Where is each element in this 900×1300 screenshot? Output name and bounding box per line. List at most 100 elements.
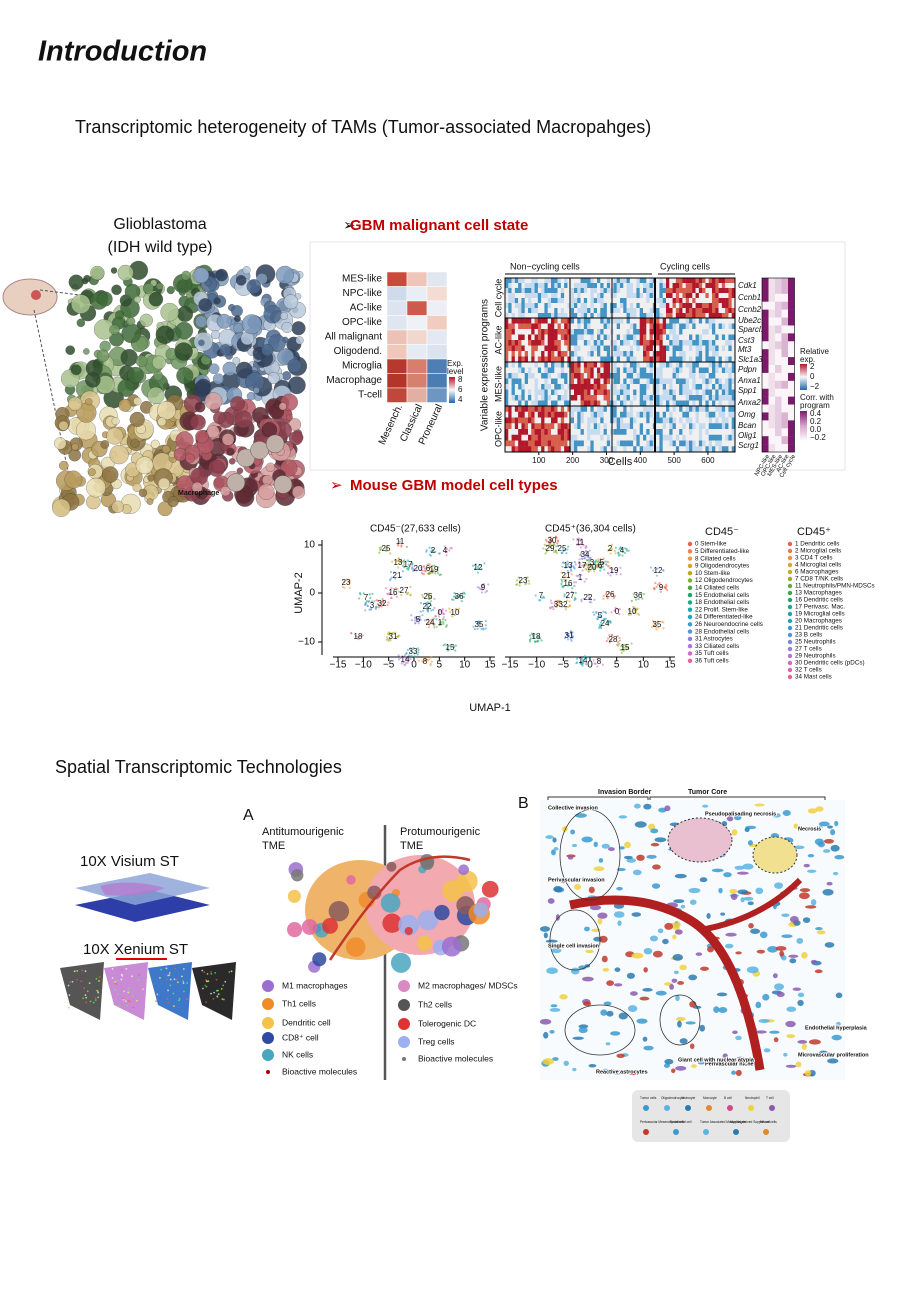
tumor-cell: [624, 841, 631, 849]
heat-cell: [587, 345, 591, 352]
heat-cell: [534, 303, 539, 309]
heat-cell: [514, 351, 519, 357]
label: Variable expression programs: [480, 299, 491, 431]
legend-dot: [787, 604, 793, 610]
heat-cell: [574, 351, 578, 357]
heat-cell: [666, 440, 670, 447]
heat-cell: [537, 298, 542, 304]
umap-dot: [382, 601, 385, 604]
heat-cell: [682, 288, 686, 294]
heat-cell: [564, 446, 568, 453]
umap-dot: [451, 615, 454, 618]
umap-dot: [592, 611, 595, 614]
heat-cell: [659, 298, 663, 304]
heat-cell: [587, 362, 591, 368]
heat-cell: [702, 308, 706, 314]
heat-cell: [629, 351, 634, 357]
heat-cell: [534, 293, 539, 299]
heat-cell: [590, 389, 594, 396]
heat-cell: [705, 429, 709, 435]
tumor-cell: [688, 887, 701, 894]
umap-dot: [389, 639, 392, 642]
heat-cell: [689, 389, 693, 396]
heat-cell: [554, 378, 558, 385]
heat-cell: [528, 429, 532, 435]
heat-cell: [577, 378, 581, 385]
heat-cell: [544, 400, 548, 407]
umap-dot: [565, 605, 568, 609]
heat-cell: [406, 373, 428, 389]
heat-cell: [728, 318, 732, 324]
heat-cell: [508, 293, 512, 299]
heat-cell: [682, 293, 686, 299]
heat-cell: [593, 411, 598, 418]
heat-cell: [636, 329, 640, 335]
label: 10: [628, 607, 637, 616]
heat-cell: [731, 384, 736, 390]
heat-cell: [656, 378, 660, 385]
umap-dot: [530, 632, 533, 635]
heat-cell: [600, 351, 604, 357]
heat-cell: [541, 323, 545, 330]
heat-cell: [725, 373, 729, 379]
umap-dot: [602, 597, 605, 600]
heat-cell: [557, 434, 562, 441]
heat-cell: [705, 334, 709, 341]
heat-cell: [547, 318, 552, 324]
heat-cell: [426, 271, 448, 287]
tumor-cell: [589, 904, 602, 911]
cell-shape: [215, 268, 228, 282]
umap-dot: [481, 586, 484, 589]
heat-cell: [597, 411, 601, 418]
heat-cell: [715, 411, 719, 418]
heat-cell: [689, 293, 693, 299]
tumor-cell: [781, 913, 790, 918]
umap-dot: [551, 606, 554, 609]
cell-shape: [150, 439, 160, 449]
heat-cell: [593, 417, 598, 424]
heat-cell: [659, 423, 663, 430]
heat-cell: [603, 423, 608, 430]
heat-cell: [685, 417, 690, 424]
label: Antitumourigenic: [262, 826, 344, 838]
heat-cell: [600, 293, 604, 299]
heat-cell: [547, 329, 552, 335]
umap-dot: [587, 569, 590, 573]
umap-dot: [426, 566, 429, 569]
heat-cell: [560, 356, 565, 363]
umap-dot: [619, 546, 622, 549]
tumor-cell: [789, 958, 797, 964]
label: CD45⁻: [705, 526, 739, 538]
label: Invasion Border: [598, 789, 652, 796]
umap-dot: [385, 636, 388, 639]
heat-cell: [715, 308, 719, 314]
vessel: [328, 855, 471, 961]
label: 26: [424, 592, 433, 601]
heat-cell: [649, 373, 654, 379]
side-cell: [768, 317, 775, 326]
heat-cell: [597, 367, 601, 374]
heat-cell: [613, 345, 617, 352]
tumor-cell: [746, 966, 759, 974]
cell-shape: [109, 324, 120, 335]
heat-cell: [560, 411, 565, 418]
umap-dot: [596, 665, 599, 668]
heat-cell: [629, 313, 634, 319]
heat-cell: [656, 345, 660, 352]
heat-cell: [567, 423, 571, 430]
heat-cell: [616, 351, 621, 357]
cell-shape: [111, 417, 120, 426]
label: −15: [502, 660, 519, 671]
heat-cell: [620, 389, 624, 396]
umap-dot: [582, 597, 586, 600]
heat-cell: [643, 423, 647, 430]
label: 5: [437, 660, 443, 671]
umap-dot: [427, 572, 430, 575]
heat-cell: [613, 367, 617, 374]
tumor-cell: [551, 849, 556, 856]
legend-icon: [398, 1018, 410, 1030]
heat-cell: [570, 288, 575, 294]
heat-cell: [712, 278, 716, 284]
legend-dot: [787, 611, 793, 617]
heat-cell: [728, 356, 732, 363]
